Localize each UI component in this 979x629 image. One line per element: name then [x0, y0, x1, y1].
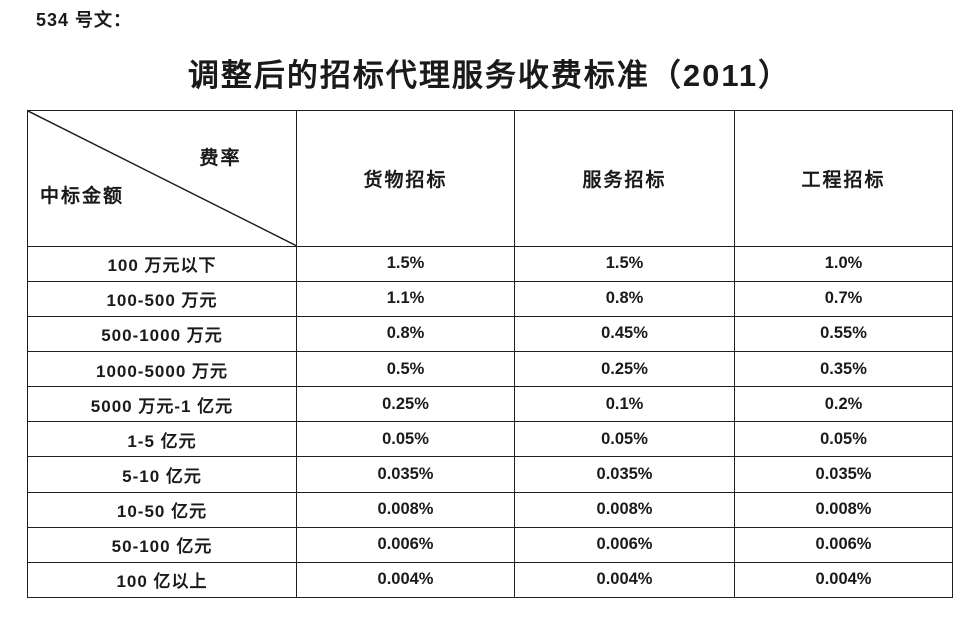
rate-cell: 0.5% — [296, 350, 515, 388]
row-label: 5000 万元-1 亿元 — [27, 386, 297, 423]
rate-cell: 0.05% — [514, 421, 735, 458]
rate-cell: 0.008% — [514, 491, 735, 528]
corner-label-rate: 费率 — [199, 148, 242, 170]
table-row: 100 万元以下 1.5% 1.5% 1.0% — [27, 245, 953, 282]
row-label: 100-500 万元 — [27, 280, 297, 317]
rate-cell: 1.5% — [514, 245, 735, 282]
rate-cell: 0.05% — [734, 421, 953, 458]
rate-cell: 0.45% — [514, 315, 735, 352]
rate-cell: 1.1% — [296, 280, 515, 317]
corner-label-bid-amount: 中标金额 — [40, 185, 125, 207]
table-row: 500-1000 万元 0.8% 0.45% 0.55% — [27, 315, 953, 352]
table-header-row: 费率 中标金额 货物招标 服务招标 工程招标 — [27, 110, 953, 247]
rate-cell: 0.004% — [734, 561, 953, 599]
rate-cell: 0.004% — [296, 561, 515, 599]
rate-cell: 0.006% — [734, 526, 953, 563]
rate-cell: 0.25% — [296, 386, 515, 423]
doc-number: 534 号文： — [36, 10, 133, 30]
row-label: 100 亿以上 — [27, 561, 297, 599]
diagonal-divider-line — [28, 111, 296, 246]
fee-rate-table: 费率 中标金额 货物招标 服务招标 工程招标 100 万元以下 1.5% 1.5… — [27, 110, 953, 599]
rate-cell: 1.5% — [296, 245, 515, 282]
table-row: 50-100 亿元 0.006% 0.006% 0.006% — [27, 526, 953, 563]
rate-cell: 0.7% — [734, 280, 953, 317]
corner-header-cell: 费率 中标金额 — [27, 110, 297, 247]
table-row: 100 亿以上 0.004% 0.004% 0.004% — [27, 561, 953, 599]
rate-cell: 0.1% — [514, 386, 735, 423]
table-row: 10-50 亿元 0.008% 0.008% 0.008% — [27, 491, 953, 528]
rate-cell: 0.05% — [296, 421, 515, 458]
rate-cell: 0.035% — [296, 456, 515, 493]
rate-cell: 0.035% — [734, 456, 953, 493]
rate-cell: 0.35% — [734, 350, 953, 388]
rate-cell: 0.2% — [734, 386, 953, 423]
rate-cell: 0.008% — [296, 491, 515, 528]
row-label: 1-5 亿元 — [27, 421, 297, 458]
rate-cell: 0.006% — [514, 526, 735, 563]
row-label: 10-50 亿元 — [27, 491, 297, 528]
rate-cell: 0.8% — [296, 315, 515, 352]
column-header-service-bidding: 服务招标 — [514, 110, 735, 247]
table-row: 1-5 亿元 0.05% 0.05% 0.05% — [27, 421, 953, 458]
rate-cell: 0.004% — [514, 561, 735, 599]
table-row: 1000-5000 万元 0.5% 0.25% 0.35% — [27, 350, 953, 388]
rate-cell: 0.55% — [734, 315, 953, 352]
row-label: 100 万元以下 — [27, 245, 297, 282]
rate-cell: 0.8% — [514, 280, 735, 317]
table-row: 5-10 亿元 0.035% 0.035% 0.035% — [27, 456, 953, 493]
rate-cell: 0.006% — [296, 526, 515, 563]
column-header-goods-bidding: 货物招标 — [296, 110, 515, 247]
table-row: 100-500 万元 1.1% 0.8% 0.7% — [27, 280, 953, 317]
row-label: 1000-5000 万元 — [27, 350, 297, 388]
rate-cell: 0.25% — [514, 350, 735, 388]
column-header-engineering-bidding: 工程招标 — [734, 110, 953, 247]
row-label: 50-100 亿元 — [27, 526, 297, 563]
rate-cell: 0.008% — [734, 491, 953, 528]
row-label: 500-1000 万元 — [27, 315, 297, 352]
table-row: 5000 万元-1 亿元 0.25% 0.1% 0.2% — [27, 386, 953, 423]
rate-cell: 0.035% — [514, 456, 735, 493]
row-label: 5-10 亿元 — [27, 456, 297, 493]
page-title: 调整后的招标代理服务收费标准（2011） — [187, 58, 792, 93]
rate-cell: 1.0% — [734, 245, 953, 282]
